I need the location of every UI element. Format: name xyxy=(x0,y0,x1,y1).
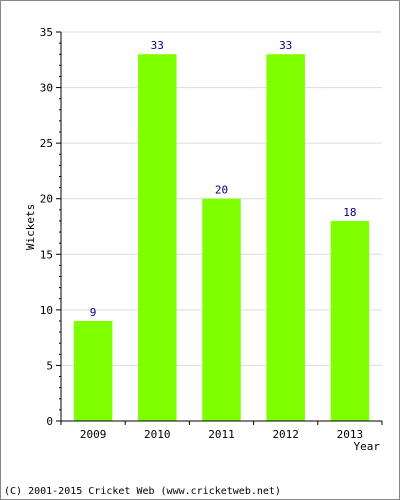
bar xyxy=(73,320,113,421)
data-labels: 9 33 20 33 18 xyxy=(90,39,357,319)
y-tick-label: 30 xyxy=(40,82,53,95)
data-label: 33 xyxy=(279,39,292,52)
bar xyxy=(138,54,177,421)
x-tick-label: 2011 xyxy=(208,428,235,441)
axes: 0 5 10 15 20 25 30 35 2009 2010 2011 2012 2013 xyxy=(40,26,383,441)
x-axis-label: Year xyxy=(354,440,381,453)
x-tick-label: 2010 xyxy=(144,428,171,441)
data-label: 9 xyxy=(90,306,97,319)
x-tick-label: 2012 xyxy=(272,428,299,441)
copyright-footer: (C) 2001-2015 Cricket Web (www.cricketwe… xyxy=(4,486,281,497)
y-tick-label: 15 xyxy=(40,248,53,261)
bar xyxy=(266,54,305,421)
x-tick-label: 2013 xyxy=(337,428,364,441)
bar xyxy=(202,198,241,421)
bar xyxy=(330,220,370,421)
bars xyxy=(73,54,370,421)
y-tick-label: 5 xyxy=(46,359,53,372)
y-tick-label: 0 xyxy=(46,415,53,428)
data-label: 20 xyxy=(215,184,228,197)
bar-chart: 0 5 10 15 20 25 30 35 2009 2010 2011 2012 2013 9 33 20… xyxy=(24,26,383,453)
y-axis-label: Wickets xyxy=(24,204,37,250)
y-tick-label: 10 xyxy=(40,304,53,317)
x-tick-label: 2009 xyxy=(80,428,107,441)
data-label: 33 xyxy=(151,39,164,52)
y-tick-label: 35 xyxy=(40,26,53,39)
y-tick-label: 25 xyxy=(40,137,53,150)
data-label: 18 xyxy=(343,206,356,219)
y-tick-label: 20 xyxy=(40,193,53,206)
